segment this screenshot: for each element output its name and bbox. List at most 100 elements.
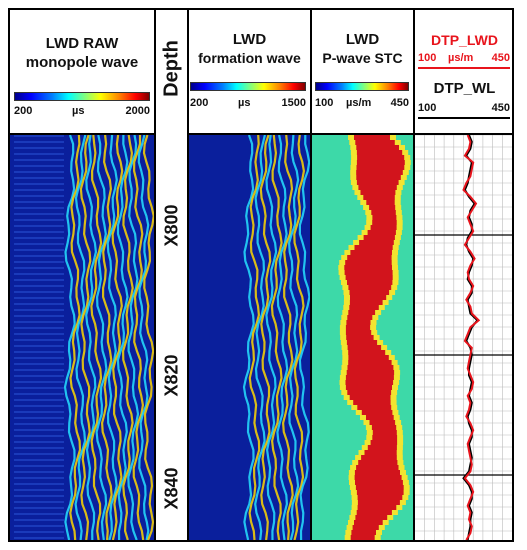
stc-core <box>357 155 405 160</box>
scale-unit: µs <box>238 97 251 109</box>
wave-trace <box>74 135 87 540</box>
divider <box>413 8 415 542</box>
noise-band <box>14 369 64 371</box>
scale-max: 2000 <box>125 105 150 117</box>
track2-header: LWD formation wave <box>189 30 310 68</box>
stc-core <box>371 210 396 215</box>
dtp-log-plot <box>415 135 512 540</box>
wave-trace <box>90 135 103 540</box>
stc-core <box>348 360 392 365</box>
scale-max: 450 <box>491 52 510 64</box>
depth-label: X840 <box>161 467 182 510</box>
header-divider <box>8 133 156 135</box>
stc-core <box>369 205 396 210</box>
wave-trace <box>132 135 145 540</box>
noise-band <box>14 393 64 395</box>
wave-trace <box>137 135 150 540</box>
stc-core <box>370 225 397 230</box>
divider <box>310 8 312 542</box>
stc-core <box>371 425 397 430</box>
noise-band <box>14 375 64 377</box>
noise-band <box>14 357 64 359</box>
noise-band <box>14 435 64 437</box>
noise-band <box>14 441 64 443</box>
stc-core <box>345 260 392 265</box>
noise-band <box>14 339 64 341</box>
stc-core <box>370 440 398 445</box>
scale-min: 200 <box>190 97 209 109</box>
stc-core <box>355 485 404 490</box>
stc-core <box>356 145 399 150</box>
noise-band <box>14 207 64 209</box>
stc-core <box>357 405 392 410</box>
wave-trace <box>79 135 92 540</box>
noise-band <box>14 171 64 173</box>
noise-band <box>14 411 64 413</box>
scale-min: 200 <box>14 105 33 117</box>
noise-band <box>14 291 64 293</box>
noise-band <box>14 453 64 455</box>
noise-band <box>14 345 64 347</box>
stc-core <box>352 525 379 530</box>
scale-min: 100 <box>315 97 334 109</box>
noise-band <box>14 273 64 275</box>
stc-core <box>356 490 404 495</box>
depth-label: X800 <box>161 204 182 247</box>
track1-title-line2: monopole wave <box>25 54 139 71</box>
formation-wave-image <box>242 135 310 540</box>
wave-trace <box>127 135 140 540</box>
stc-core <box>361 410 393 415</box>
stc-core <box>345 380 394 385</box>
noise-band <box>14 423 64 425</box>
noise-band <box>14 399 64 401</box>
stc-core <box>344 270 393 275</box>
stc-core <box>346 370 395 375</box>
noise-band <box>14 189 64 191</box>
wave-trace <box>95 135 108 540</box>
track1-title-line1: LWD RAW <box>45 35 119 52</box>
stc-core <box>355 515 388 520</box>
stc-core <box>347 255 392 260</box>
wave-trace <box>276 135 289 540</box>
noise-band <box>14 525 64 527</box>
stc-core <box>347 365 394 370</box>
noise-band <box>14 477 64 479</box>
wave-trace <box>287 135 300 540</box>
noise-band <box>14 153 64 155</box>
stc-core <box>347 280 393 285</box>
noise-band <box>14 381 64 383</box>
stc-core <box>354 135 390 140</box>
stc-panel <box>312 135 413 540</box>
track3-title-line1: LWD <box>345 31 380 48</box>
noise-band <box>14 309 64 311</box>
noise-band <box>14 195 64 197</box>
header-divider <box>187 133 514 135</box>
noise-band <box>14 279 64 281</box>
scale-min: 100 <box>418 102 437 114</box>
noise-band <box>14 297 64 299</box>
noise-band <box>14 519 64 521</box>
stc-core <box>372 430 397 435</box>
noise-band <box>14 165 64 167</box>
curve2-name: DTP_WL <box>433 80 496 97</box>
stc-core <box>346 320 371 325</box>
noise-band <box>14 255 64 257</box>
stc-core <box>347 345 382 350</box>
depth-header: Depth <box>160 40 183 97</box>
stc-core <box>350 250 392 255</box>
stc-core <box>356 150 403 155</box>
stc-core <box>356 160 405 165</box>
stc-core <box>372 215 397 220</box>
noise-band <box>14 219 64 221</box>
noise-band <box>14 351 64 353</box>
wave-trace <box>111 135 124 540</box>
noise-band <box>14 465 64 467</box>
wave-trace <box>100 135 113 540</box>
track3-header: LWD P-wave STC <box>312 30 413 68</box>
formation-wave-panel <box>189 135 310 540</box>
stc-core <box>348 285 392 290</box>
stc-core <box>350 295 387 300</box>
raw-monopole-panel <box>10 135 154 540</box>
wave-trace <box>298 135 310 540</box>
stc-core <box>372 220 397 225</box>
